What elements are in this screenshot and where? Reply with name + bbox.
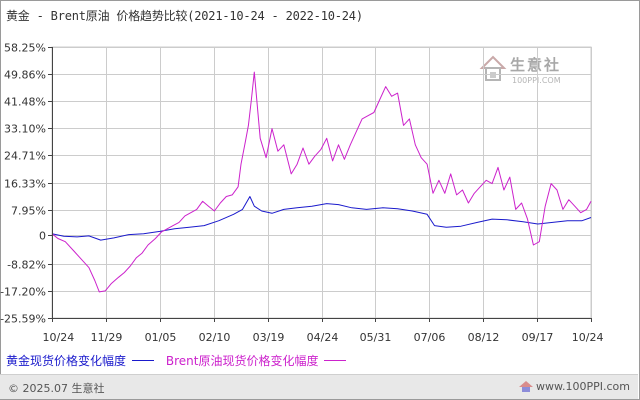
x-tick-label: 03/19 xyxy=(253,331,285,344)
y-tick-label: -17.20% xyxy=(0,286,46,299)
x-tick-label: 11/29 xyxy=(91,331,123,344)
watermark-name: 生意社 xyxy=(510,56,562,74)
site-link[interactable]: www.100PPI.com xyxy=(536,380,630,393)
series-line-gold xyxy=(51,196,592,241)
chart-title: 黄金 - Brent原油 价格趋势比较(2021-10-24 - 2022-10… xyxy=(6,9,363,23)
y-tick-label: -8.82% xyxy=(7,259,46,272)
legend-item-gold: 黄金现货价格变化幅度 xyxy=(6,352,162,369)
plot-area-border xyxy=(51,46,592,319)
x-tick-label: 09/17 xyxy=(522,331,554,344)
legend-label-gold: 黄金现货价格变化幅度 xyxy=(6,354,127,368)
y-tick-label: 24.71% xyxy=(4,150,46,163)
x-tick-label: 04/24 xyxy=(307,331,339,344)
line-chart: 58.25% 49.86% 41.48% 33.10% 24.71% 16.33% 7.95… xyxy=(0,42,603,345)
x-tick-label: 07/06 xyxy=(414,331,446,344)
series-line-brent xyxy=(51,71,592,293)
series-layer xyxy=(51,71,592,293)
y-tick-label: 58.25% xyxy=(4,42,46,55)
legend-item-brent: Brent原油现货价格变化幅度 xyxy=(166,352,355,369)
legend-label-brent: Brent原油现货价格变化幅度 xyxy=(165,354,319,368)
y-tick-label: 16.33% xyxy=(4,178,46,191)
y-tick-label: 33.10% xyxy=(4,123,46,136)
y-tick-label: 41.48% xyxy=(4,96,46,109)
y-tick-label: -25.59% xyxy=(0,313,46,326)
watermark-url: 100PPI.COM xyxy=(512,76,561,85)
copyright-text: © 2025.07 生意社 xyxy=(8,382,105,395)
x-tick-label: 02/10 xyxy=(199,331,231,344)
y-tick-label: 7.95% xyxy=(11,205,46,218)
y-tick-label: 0 xyxy=(39,230,46,243)
x-tick-label: 10/24 xyxy=(43,331,75,344)
legend-swatch-gold xyxy=(132,360,155,361)
site-logo-icon xyxy=(519,381,533,392)
x-tick-label: 01/05 xyxy=(145,331,177,344)
legend: 黄金现货价格变化幅度 Brent原油现货价格变化幅度 xyxy=(6,352,354,368)
x-tick-label: 05/31 xyxy=(360,331,392,344)
footer-bar: © 2025.07 生意社 www.100PPI.com xyxy=(0,374,638,399)
axis-layer: 58.25% 49.86% 41.48% 33.10% 24.71% 16.33% 7.95… xyxy=(0,42,603,345)
legend-swatch-brent xyxy=(324,360,347,361)
x-tick-label: 08/12 xyxy=(468,331,500,344)
y-tick-label: 49.86% xyxy=(4,69,46,82)
x-tick-label: 10/24 xyxy=(572,331,604,344)
